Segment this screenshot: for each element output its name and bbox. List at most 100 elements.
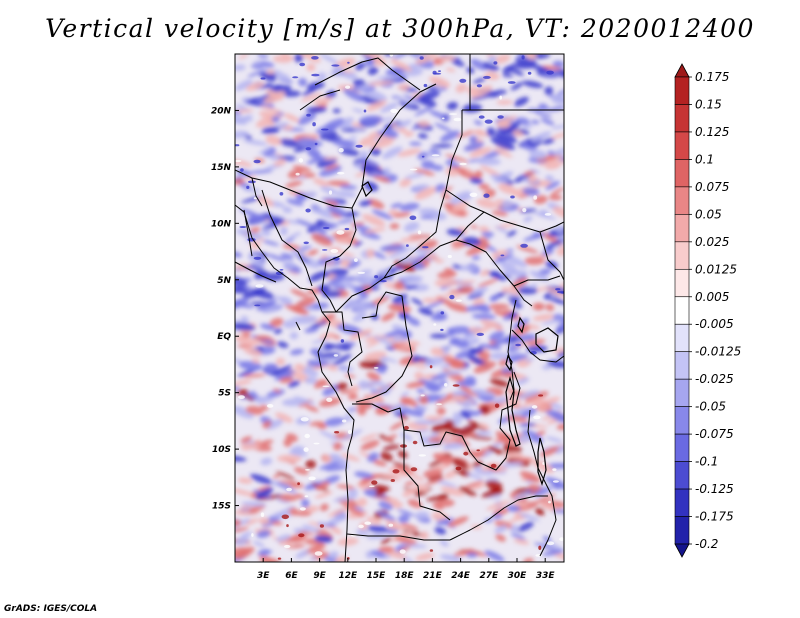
velocity-cell: [275, 412, 293, 423]
velocity-speckle: [418, 454, 426, 457]
velocity-cell: [517, 521, 534, 532]
velocity-cell: [249, 474, 273, 485]
velocity-speckle: [522, 208, 527, 213]
velocity-cell: [235, 298, 250, 310]
velocity-speckle: [423, 83, 428, 88]
lat-tick-label: 5S: [218, 389, 231, 399]
velocity-speckle: [455, 299, 462, 302]
velocity-cell: [272, 55, 292, 63]
velocity-cell: [361, 473, 383, 484]
velocity-cell: [532, 493, 556, 505]
lon-tick-label: 24E: [451, 571, 471, 581]
velocity-speckle: [546, 541, 555, 546]
velocity-cell: [531, 119, 540, 125]
velocity-cell: [440, 130, 460, 143]
velocity-cell: [269, 317, 284, 328]
velocity-cell: [235, 536, 250, 546]
velocity-cell: [397, 84, 408, 91]
velocity-speckle: [390, 108, 398, 113]
velocity-cell: [404, 172, 425, 179]
lakes: [361, 181, 559, 487]
velocity-cell: [269, 216, 284, 225]
velocity-cell: [356, 528, 370, 536]
velocity-cell: [456, 280, 476, 284]
velocity-cell: [507, 296, 521, 301]
velocity-speckle: [246, 185, 250, 189]
velocity-speckle: [453, 117, 462, 122]
velocity-cell: [323, 156, 339, 160]
velocity-cell: [403, 221, 420, 232]
velocity-speckle: [379, 280, 387, 283]
velocity-cell: [273, 85, 292, 93]
velocity-cell: [315, 481, 330, 491]
velocity-speckle: [260, 77, 266, 80]
velocity-cell: [446, 101, 459, 110]
velocity-speckle: [345, 85, 351, 89]
velocity-cell: [532, 232, 542, 239]
border-gabon-congo: [322, 311, 363, 387]
velocity-cell: [466, 552, 478, 558]
velocity-cell: [294, 493, 305, 499]
velocity-speckle: [417, 230, 422, 235]
velocity-speckle: [420, 394, 425, 397]
velocity-cell: [332, 354, 352, 366]
velocity-cell: [282, 206, 293, 214]
velocity-speckle: [406, 244, 409, 247]
colorbar-label: -0.1: [695, 455, 718, 469]
velocity-speckle: [476, 449, 481, 452]
velocity-cell: [459, 331, 480, 342]
velocity-speckle: [548, 500, 551, 504]
velocity-cell: [502, 269, 528, 277]
velocity-speckle: [306, 113, 311, 117]
colorbar-swatch: [674, 488, 690, 517]
velocity-cell: [474, 322, 497, 335]
velocity-cell: [479, 165, 501, 177]
colorbar-label: 0.005: [695, 290, 729, 304]
velocity-cell: [419, 215, 434, 220]
velocity-cell: [276, 534, 291, 542]
velocity-cell: [306, 81, 325, 91]
velocity-cell: [309, 271, 328, 282]
velocity-cell: [418, 208, 440, 217]
velocity-cell: [303, 172, 316, 178]
velocity-cell: [444, 268, 454, 274]
velocity-cell: [242, 139, 268, 146]
velocity-cell: [293, 54, 304, 63]
velocity-speckle: [431, 154, 440, 157]
velocity-cell: [474, 170, 483, 178]
velocity-cell: [349, 135, 358, 140]
velocity-cell: [556, 246, 564, 256]
velocity-cell: [304, 327, 319, 333]
velocity-cell: [280, 253, 294, 260]
velocity-cell: [489, 378, 510, 387]
velocity-cell: [340, 366, 354, 372]
velocity-cell: [453, 548, 475, 557]
lon-tick-label: 18E: [395, 571, 415, 581]
velocity-cell: [401, 330, 412, 339]
velocity-cell: [250, 240, 261, 249]
colorbar-swatch: [674, 131, 690, 160]
velocity-speckle: [559, 537, 564, 542]
velocity-cell: [298, 77, 308, 87]
colorbar-swatch: [674, 159, 690, 188]
velocity-cell: [243, 188, 261, 193]
velocity-cell: [350, 385, 360, 392]
border-nigeria-cameroon: [261, 189, 313, 287]
velocity-cell: [311, 208, 332, 215]
velocity-speckle: [403, 425, 409, 430]
velocity-cell: [405, 381, 425, 388]
velocity-cell: [518, 513, 540, 522]
velocity-cell: [490, 174, 509, 184]
velocity-cell: [380, 451, 393, 462]
velocity-cell: [414, 168, 435, 176]
velocity-cell: [235, 379, 252, 386]
velocity-cell: [550, 187, 564, 196]
velocity-cell: [434, 527, 447, 535]
velocity-cell: [300, 92, 323, 103]
velocity-cell: [514, 96, 529, 107]
velocity-cell: [294, 363, 306, 372]
colorbar-swatch: [674, 351, 690, 380]
velocity-speckle: [279, 269, 284, 271]
velocity-cell: [332, 108, 341, 114]
velocity-cell: [240, 531, 253, 538]
